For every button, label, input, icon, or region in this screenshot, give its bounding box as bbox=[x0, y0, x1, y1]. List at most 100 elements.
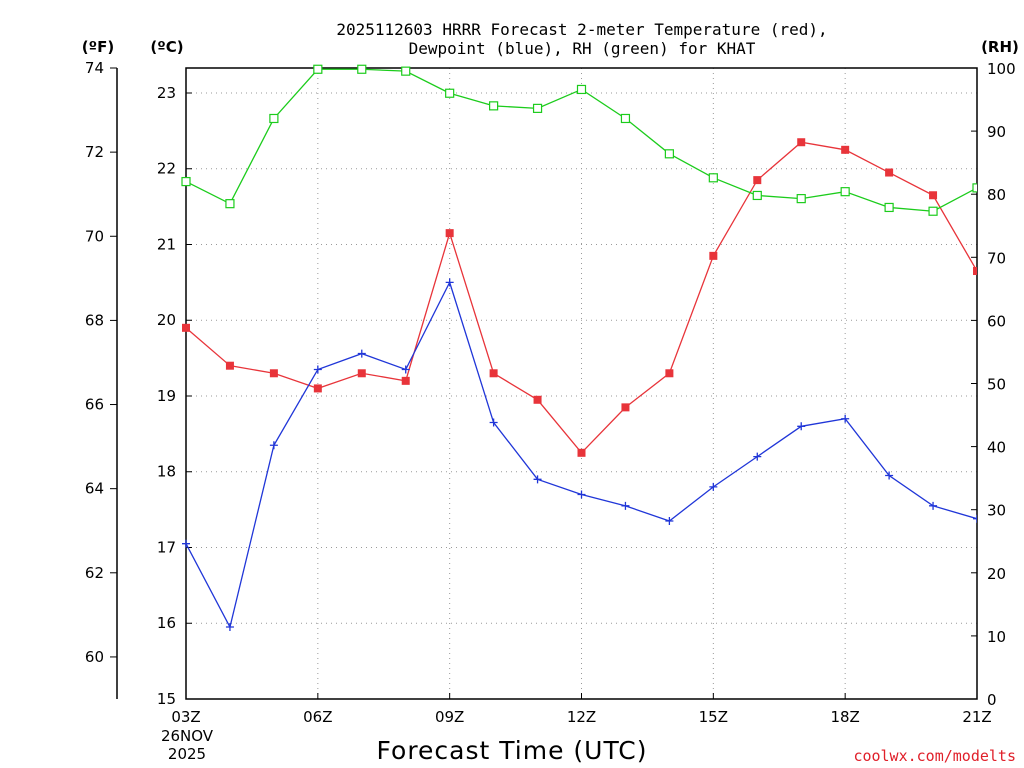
dewpoint-point bbox=[489, 418, 498, 427]
start-date-label: 26NOV bbox=[161, 727, 214, 745]
rh-tick-label: 80 bbox=[987, 186, 1006, 204]
rh-unit-label: (RH) bbox=[981, 38, 1019, 56]
rh-tick-label: 20 bbox=[987, 565, 1006, 583]
rh-point bbox=[840, 187, 850, 197]
temperature-point bbox=[313, 384, 322, 393]
fahrenheit-unit-label: (ºF) bbox=[82, 38, 114, 56]
dewpoint-point bbox=[225, 623, 234, 632]
temperature-point bbox=[929, 191, 938, 200]
rh-tick-label: 100 bbox=[987, 60, 1016, 78]
axes: 03Z 06Z 09Z 12Z 15Z 18Z 21Z 15 16 17 18 19 20 21 22 23 6… bbox=[85, 59, 1016, 726]
rh-point bbox=[313, 64, 323, 74]
rh-tick-label: 30 bbox=[987, 502, 1006, 520]
temperature-point bbox=[753, 176, 762, 185]
celsius-tick-label: 16 bbox=[157, 614, 176, 632]
x-tick-label: 12Z bbox=[567, 708, 596, 726]
fahrenheit-tick-label: 60 bbox=[85, 648, 104, 666]
temperature-point bbox=[841, 145, 850, 154]
x-tick-label: 21Z bbox=[962, 708, 991, 726]
dewpoint-point bbox=[973, 514, 977, 523]
fahrenheit-tick-label: 62 bbox=[85, 564, 104, 582]
dewpoint-point bbox=[357, 349, 366, 358]
temperature-point bbox=[709, 251, 718, 260]
dewpoint-point bbox=[841, 414, 850, 423]
start-year-label: 2025 bbox=[168, 745, 206, 763]
rh-point bbox=[796, 194, 806, 204]
dewpoint-point bbox=[533, 475, 542, 484]
x-tick-label: 06Z bbox=[303, 708, 332, 726]
rh-point bbox=[620, 113, 631, 124]
rh-point bbox=[928, 206, 938, 216]
celsius-tick-label: 23 bbox=[157, 84, 176, 102]
x-tick-label: 18Z bbox=[830, 708, 859, 726]
series-rh bbox=[181, 64, 977, 216]
x-tick-label: 15Z bbox=[699, 708, 728, 726]
temperature-point bbox=[445, 229, 454, 238]
fahrenheit-tick-label: 68 bbox=[85, 311, 104, 329]
rh-point bbox=[445, 88, 455, 98]
dewpoint-point bbox=[665, 516, 674, 525]
series-dewpoint bbox=[182, 278, 977, 632]
rh-tick-label: 90 bbox=[987, 123, 1006, 141]
rh-point bbox=[752, 190, 762, 201]
celsius-tick-label: 18 bbox=[157, 463, 176, 481]
rh-tick-label: 50 bbox=[987, 376, 1006, 394]
temperature-point bbox=[225, 361, 234, 370]
rh-tick-label: 60 bbox=[987, 312, 1006, 330]
rh-tick-label: 70 bbox=[987, 249, 1006, 267]
dewpoint-point bbox=[401, 365, 410, 374]
fahrenheit-tick-label: 66 bbox=[85, 396, 104, 414]
dewpoint-point bbox=[929, 501, 938, 510]
dewpoint-point bbox=[577, 490, 586, 499]
temperature-point bbox=[973, 267, 977, 276]
temperature-point bbox=[489, 369, 498, 378]
data-series bbox=[181, 64, 977, 632]
temperature-point bbox=[401, 376, 410, 385]
dewpoint-point bbox=[797, 422, 806, 431]
x-tick-label: 03Z bbox=[171, 708, 200, 726]
celsius-tick-label: 17 bbox=[157, 538, 176, 556]
rh-point bbox=[576, 84, 587, 95]
dewpoint-point bbox=[753, 452, 762, 461]
dewpoint-point bbox=[182, 539, 190, 548]
temperature-point bbox=[797, 138, 806, 147]
temperature-point bbox=[533, 395, 542, 404]
celsius-tick-label: 20 bbox=[157, 311, 176, 329]
fahrenheit-tick-label: 74 bbox=[85, 59, 104, 77]
temperature-point bbox=[577, 448, 586, 457]
series-temperature bbox=[182, 138, 977, 457]
rh-point bbox=[489, 101, 499, 111]
temperature-point bbox=[621, 403, 630, 412]
dewpoint-point bbox=[313, 365, 322, 374]
rh-point bbox=[708, 173, 718, 183]
chart-title-line-1: 2025112603 HRRR Forecast 2-meter Tempera… bbox=[336, 20, 827, 39]
x-tick-label: 09Z bbox=[435, 708, 464, 726]
temperature-point bbox=[885, 168, 894, 177]
rh-tick-label: 10 bbox=[987, 628, 1006, 646]
credit-link[interactable]: coolwx.com/modelts bbox=[853, 747, 1016, 765]
temperature-point bbox=[357, 369, 366, 378]
celsius-tick-label: 22 bbox=[157, 160, 176, 178]
rh-point bbox=[972, 183, 977, 193]
rh-point bbox=[181, 176, 191, 187]
rh-point bbox=[664, 149, 674, 159]
dewpoint-point bbox=[709, 482, 718, 491]
temperature-point bbox=[182, 323, 190, 332]
fahrenheit-tick-label: 72 bbox=[85, 143, 104, 161]
rh-point bbox=[884, 202, 894, 213]
temperature-point bbox=[665, 369, 674, 378]
dewpoint-point bbox=[621, 501, 630, 510]
chart-title-line-2: Dewpoint (blue), RH (green) for KHAT bbox=[409, 39, 756, 58]
dewpoint-point bbox=[885, 471, 894, 480]
rh-tick-label: 0 bbox=[987, 691, 997, 709]
celsius-unit-label: (ºC) bbox=[150, 38, 183, 56]
rh-point bbox=[401, 66, 411, 76]
x-axis-label: Forecast Time (UTC) bbox=[377, 736, 648, 765]
rh-point bbox=[357, 64, 367, 74]
fahrenheit-tick-label: 70 bbox=[85, 227, 104, 245]
fahrenheit-tick-label: 64 bbox=[85, 480, 104, 498]
rh-tick-label: 40 bbox=[987, 439, 1006, 457]
rh-point bbox=[532, 103, 543, 113]
dewpoint-point bbox=[269, 441, 278, 450]
